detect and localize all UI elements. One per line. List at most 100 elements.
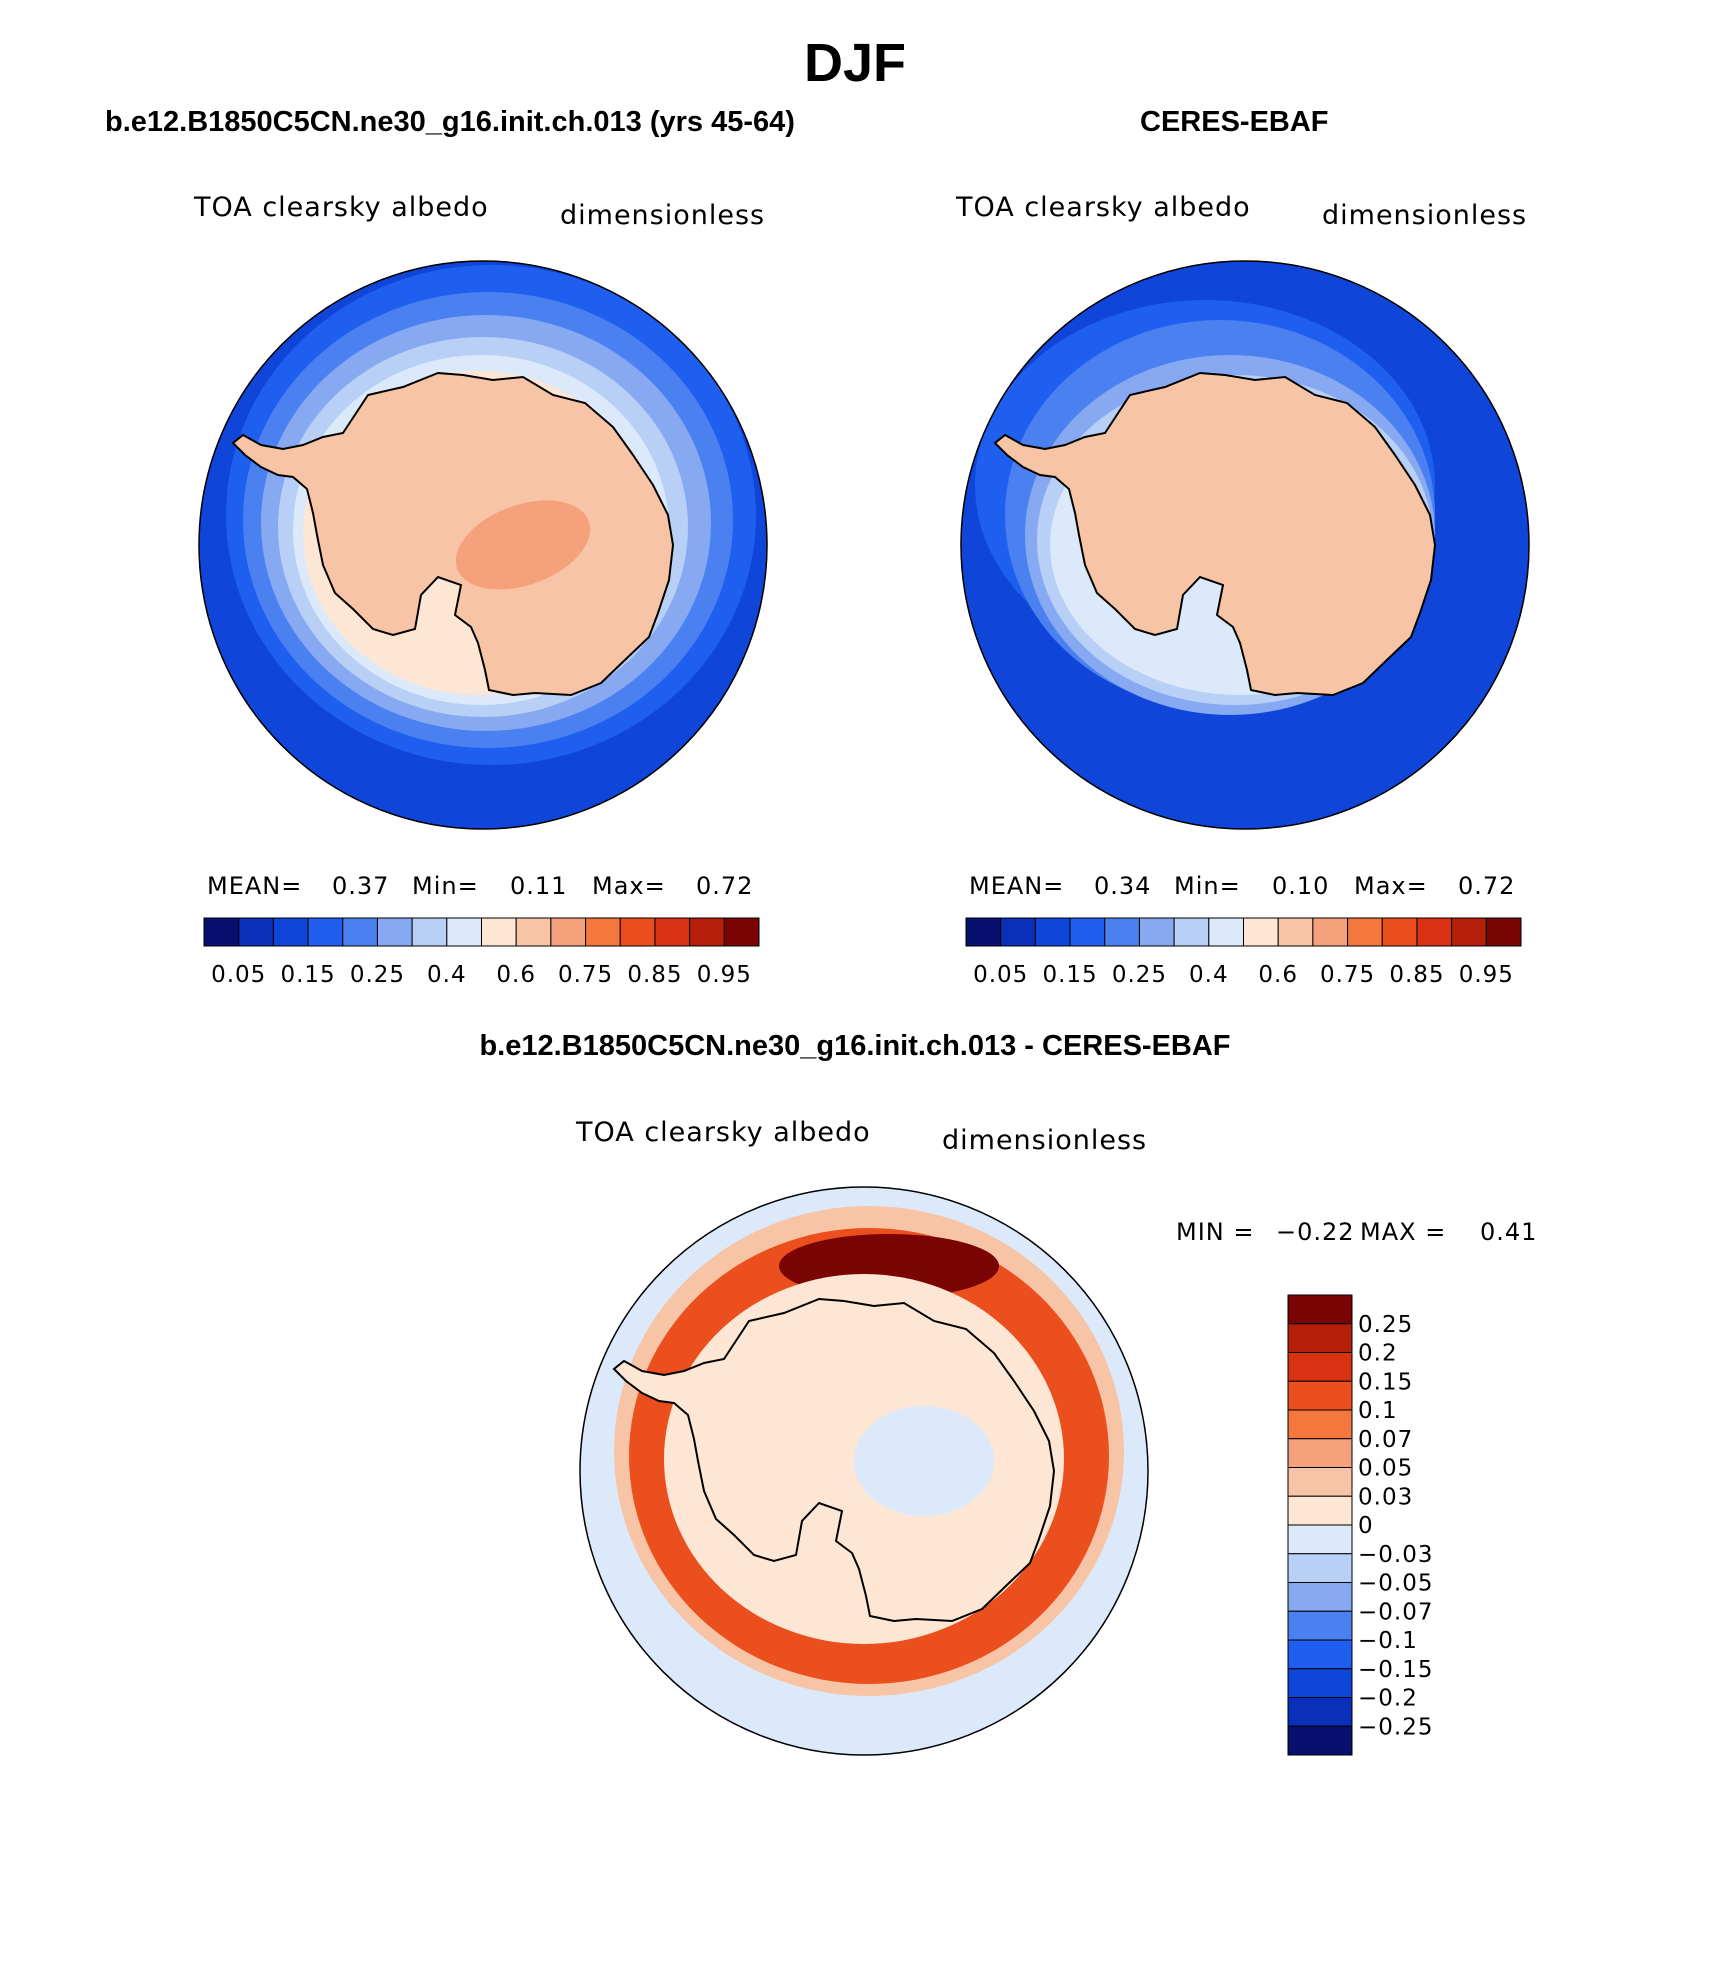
model-colorbar-tick-label: 0.95 — [697, 962, 752, 988]
model-max-value: 0.72 — [696, 872, 754, 900]
obs-mean-value: 0.34 — [1094, 872, 1152, 900]
diff-colorbar: 0.250.20.150.10.070.050.030−0.03−0.05−0.… — [1287, 1294, 1433, 1756]
obs-colorbar-tick-label: 0.4 — [1189, 962, 1229, 988]
obs-colorbar-swatch — [1034, 917, 1071, 947]
model-colorbar-swatch — [585, 917, 621, 947]
obs-max-label: Max= — [1354, 872, 1428, 900]
diff-colorbar-tick-label: 0 — [1358, 1513, 1374, 1539]
diff-units-label: dimensionless — [942, 1125, 1148, 1156]
diff-colorbar-swatch — [1287, 1409, 1353, 1440]
diff-colorbar-tick-label: 0.03 — [1358, 1484, 1413, 1510]
model-colorbar-swatch — [203, 917, 240, 947]
diff-panel-title: b.e12.B1850C5CN.ne30_g16.init.ch.013 - C… — [479, 1030, 1231, 1062]
model-colorbar-swatch — [550, 917, 587, 947]
obs-colorbar-swatch — [1381, 917, 1418, 947]
model-colorbar-swatch — [272, 917, 309, 947]
diff-albedo-field — [613, 1206, 1124, 1696]
diff-colorbar-swatch — [1287, 1639, 1353, 1670]
model-colorbar-swatch — [619, 917, 656, 947]
model-colorbar-swatch — [411, 917, 448, 947]
diff-colorbar-tick-label: −0.2 — [1358, 1686, 1418, 1712]
obs-colorbar-swatch — [1104, 917, 1140, 947]
diff-colorbar-swatch — [1287, 1668, 1353, 1698]
model-colorbar-swatch — [481, 917, 517, 947]
diff-min-value: −0.22 — [1276, 1218, 1355, 1246]
obs-colorbar-tick-label: 0.05 — [973, 962, 1028, 988]
model-units-label: dimensionless — [560, 200, 766, 231]
obs-colorbar-swatch — [1485, 917, 1522, 947]
model-colorbar-tick-label: 0.4 — [427, 962, 467, 988]
obs-polar-map — [960, 260, 1530, 830]
diff-colorbar-swatch — [1287, 1697, 1353, 1727]
diff-colorbar-tick-label: 0.15 — [1358, 1369, 1413, 1395]
diff-colorbar-swatch — [1287, 1323, 1353, 1353]
model-colorbar-swatch — [689, 917, 725, 947]
diff-colorbar-swatch — [1287, 1294, 1353, 1325]
obs-panel-title: CERES-EBAF — [1140, 106, 1329, 138]
obs-colorbar-swatch — [965, 917, 1002, 947]
model-colorbar-swatch — [723, 917, 760, 947]
diff-colorbar-tick-label: −0.05 — [1358, 1571, 1433, 1597]
diff-colorbar-swatch — [1287, 1495, 1353, 1526]
model-albedo-field — [226, 265, 756, 765]
model-variable-label: TOA clearsky albedo — [194, 192, 489, 223]
diff-colorbar-swatch — [1287, 1352, 1353, 1382]
diff-colorbar-tick-label: −0.03 — [1358, 1542, 1433, 1568]
obs-colorbar-swatch — [1347, 917, 1383, 947]
model-colorbar-swatch — [342, 917, 378, 947]
diff-min-label: MIN = — [1176, 1218, 1255, 1246]
map-border — [198, 260, 768, 830]
model-mean-label: MEAN= — [207, 872, 303, 900]
diff-colorbar-tick-label: 0.05 — [1358, 1456, 1413, 1482]
obs-variable-label: TOA clearsky albedo — [956, 192, 1251, 223]
diff-max-label: MAX = — [1360, 1218, 1447, 1246]
model-colorbar: 0.05 0.15 0.25 0.4 0.6 0.75 0.85 0.95 — [203, 917, 760, 988]
obs-colorbar-tick-label: 0.85 — [1389, 962, 1444, 988]
model-colorbar-swatch — [238, 917, 274, 947]
diff-colorbar-swatch — [1287, 1380, 1353, 1411]
obs-colorbar-swatch — [1451, 917, 1487, 947]
model-colorbar-tick-label: 0.85 — [627, 962, 682, 988]
obs-colorbar-tick-label: 0.6 — [1258, 962, 1298, 988]
model-colorbar-tick-label: 0.15 — [280, 962, 335, 988]
model-colorbar-swatch — [376, 917, 413, 947]
obs-colorbar-swatch — [1277, 917, 1314, 947]
model-colorbar-tick-label: 0.6 — [496, 962, 536, 988]
diff-colorbar-tick-label: −0.25 — [1358, 1714, 1433, 1740]
diff-colorbar-swatch — [1287, 1725, 1353, 1756]
model-colorbar-swatch — [654, 917, 691, 947]
diff-colorbar-swatch — [1287, 1553, 1353, 1583]
diff-colorbar-swatch — [1287, 1582, 1353, 1612]
diff-colorbar-swatch — [1287, 1467, 1353, 1497]
obs-colorbar-swatch — [1243, 917, 1279, 947]
diff-variable-label: TOA clearsky albedo — [576, 1117, 871, 1148]
model-max-label: Max= — [592, 872, 666, 900]
model-colorbar-tick-label: 0.05 — [211, 962, 266, 988]
obs-min-value: 0.10 — [1272, 872, 1330, 900]
obs-colorbar-swatch — [1312, 917, 1349, 947]
obs-colorbar-tick-label: 0.75 — [1320, 962, 1375, 988]
diff-colorbar-tick-label: −0.07 — [1358, 1599, 1433, 1625]
obs-colorbar-tick-label: 0.95 — [1459, 962, 1514, 988]
model-colorbar-swatch — [307, 917, 344, 947]
obs-colorbar-swatch — [1208, 917, 1244, 947]
diff-colorbar-tick-label: 0.1 — [1358, 1398, 1398, 1424]
obs-colorbar-swatch — [1069, 917, 1106, 947]
diff-colorbar-tick-label: −0.15 — [1358, 1657, 1433, 1683]
model-polar-map — [198, 260, 768, 830]
model-colorbar-swatch — [446, 917, 482, 947]
diff-colorbar-tick-label: 0.07 — [1358, 1427, 1413, 1453]
model-min-label: Min= — [412, 872, 479, 900]
obs-colorbar: 0.05 0.15 0.25 0.4 0.6 0.75 0.85 0.95 — [965, 917, 1522, 988]
obs-units-label: dimensionless — [1322, 200, 1528, 231]
diff-colorbar-swatch — [1287, 1438, 1353, 1468]
model-mean-value: 0.37 — [332, 872, 390, 900]
obs-colorbar-tick-label: 0.15 — [1042, 962, 1097, 988]
diff-polar-map — [579, 1186, 1149, 1756]
diff-colorbar-swatch — [1287, 1524, 1353, 1555]
model-colorbar-tick-label: 0.75 — [558, 962, 613, 988]
map-border — [579, 1186, 1149, 1756]
obs-albedo-field — [975, 300, 1436, 715]
map-border — [960, 260, 1530, 830]
